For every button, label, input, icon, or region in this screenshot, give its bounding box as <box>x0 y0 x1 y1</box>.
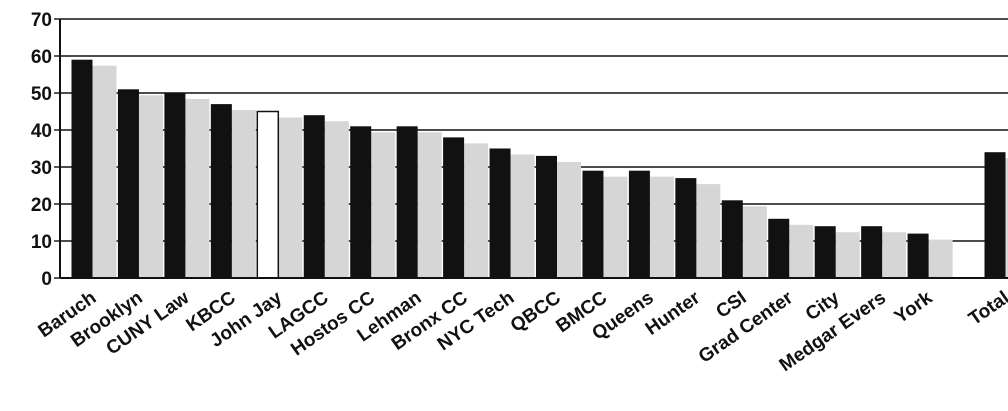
bar-shadow <box>417 132 442 278</box>
bar-shadow <box>324 121 349 278</box>
bar-baruch <box>71 59 93 279</box>
y-tick-label: 0 <box>41 269 52 290</box>
bar-cuny-law <box>164 93 186 278</box>
bar-shadow <box>835 232 860 278</box>
bar-bmcc <box>582 170 604 278</box>
bar-medgar-evers <box>861 226 883 278</box>
bar-shadow <box>464 143 489 278</box>
bar-city <box>814 226 836 278</box>
bar-nyc-tech <box>489 148 511 278</box>
bar-shadow <box>185 99 210 278</box>
y-tick-label: 70 <box>31 10 52 31</box>
bar-lehman <box>396 126 418 278</box>
y-tick-labels: 0 10 20 30 40 50 60 70 <box>31 10 52 290</box>
bar-queens <box>628 170 650 278</box>
x-category-label: Total <box>965 287 1008 329</box>
x-category-label: York <box>891 287 937 328</box>
bar-shadow <box>1005 158 1008 278</box>
y-tick-label: 10 <box>31 232 52 253</box>
bar-shadow <box>138 95 163 278</box>
bar-brooklyn <box>117 89 139 278</box>
bar-shadow <box>278 117 303 278</box>
y-tick-label: 20 <box>31 195 52 216</box>
bar-hostos-cc <box>350 126 372 278</box>
bars <box>71 59 1006 279</box>
y-tick-label: 30 <box>31 158 52 179</box>
y-tick-label: 40 <box>31 121 52 142</box>
bar-kbcc <box>210 104 232 278</box>
bar-shadow <box>742 206 767 278</box>
x-category-label: Hunter <box>642 287 705 340</box>
bar-shadow <box>371 132 396 278</box>
bar-shadow <box>231 110 256 278</box>
bar-hunter <box>675 178 697 278</box>
bar-total <box>984 152 1006 278</box>
bar-shadows <box>92 65 1008 278</box>
y-tick-label: 60 <box>31 47 52 68</box>
bar-bronx-cc <box>443 137 465 278</box>
bar-york <box>907 233 929 278</box>
bar-shadow <box>557 161 581 278</box>
bar-john-jay <box>256 110 280 279</box>
bar-shadow <box>696 184 721 278</box>
bar-shadow <box>510 154 535 278</box>
x-category-label: QBCC <box>507 287 565 336</box>
y-tick-label: 50 <box>31 84 52 105</box>
bar-lagcc <box>303 115 325 278</box>
bar-shadow <box>92 65 117 278</box>
bar-qbcc <box>536 155 557 278</box>
bar-shadow <box>882 232 907 278</box>
axes <box>54 18 1008 279</box>
bar-csi <box>721 200 743 278</box>
bar-shadow <box>928 239 953 278</box>
bar-grad-center <box>768 218 790 278</box>
bar-shadow <box>789 224 814 278</box>
bar-shadow <box>649 176 674 278</box>
bar-shadow <box>603 176 628 278</box>
